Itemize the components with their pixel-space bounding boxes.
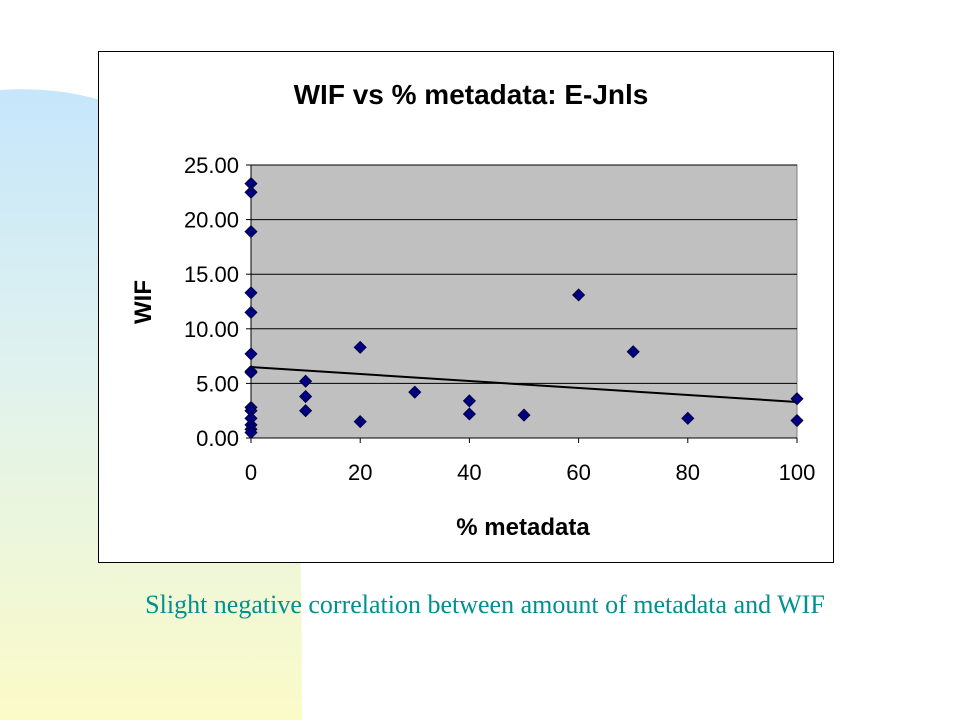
scatter-chart: 0.00 5.00 10.00 15.00 20.00 25.00 0 20 40 60 80 100… [130, 79, 815, 541]
x-tick-label: 80 [676, 460, 700, 485]
data-point [299, 404, 313, 418]
trendline [250, 366, 798, 403]
x-tick-label: 40 [457, 460, 481, 485]
y-tick-label: 15.00 [184, 262, 239, 287]
data-point [408, 385, 422, 399]
data-point [244, 286, 258, 300]
data-point [353, 415, 367, 429]
y-axis-label: WIF [130, 280, 157, 324]
data-point [790, 413, 804, 428]
x-tick-label: 100 [779, 460, 816, 485]
data-point [299, 389, 313, 404]
y-tick-label: 25.00 [184, 153, 239, 178]
data-point [244, 425, 258, 440]
data-point [462, 407, 476, 421]
data-point [517, 408, 531, 422]
data-point [353, 340, 367, 354]
data-point [572, 288, 586, 302]
y-tick-label: 20.00 [184, 208, 239, 233]
data-points [244, 176, 804, 440]
trendline-group [250, 366, 798, 403]
data-point [626, 345, 640, 359]
data-point [244, 185, 258, 199]
data-point [462, 394, 476, 408]
tick-labels: 0.00 5.00 10.00 15.00 20.00 25.00 0 20 40 60 80 100 [184, 153, 815, 485]
data-point [681, 411, 695, 425]
chart-area: 0.00 5.00 10.00 15.00 20.00 25.00 0 20 40 60 80 100… [98, 51, 834, 563]
y-tick-label: 0.00 [196, 426, 239, 451]
plot-background [250, 164, 798, 439]
gridlines [251, 164, 797, 384]
x-tick-label: 60 [566, 460, 590, 485]
slide-caption: Slight negative correlation between amou… [145, 590, 825, 619]
data-point [244, 305, 258, 319]
x-axis-label: % metadata [456, 514, 590, 541]
y-tick-label: 10.00 [184, 317, 239, 342]
data-point [244, 365, 258, 380]
y-tick-label: 5.00 [196, 371, 239, 396]
x-tick-label: 0 [245, 460, 257, 485]
data-point [244, 225, 258, 239]
axes [246, 164, 798, 443]
data-point [790, 392, 804, 406]
x-tick-label: 20 [348, 460, 372, 485]
data-point [299, 374, 313, 388]
data-point [244, 347, 258, 361]
chart-title: WIF vs % metadata: E-Jnls [294, 79, 649, 110]
